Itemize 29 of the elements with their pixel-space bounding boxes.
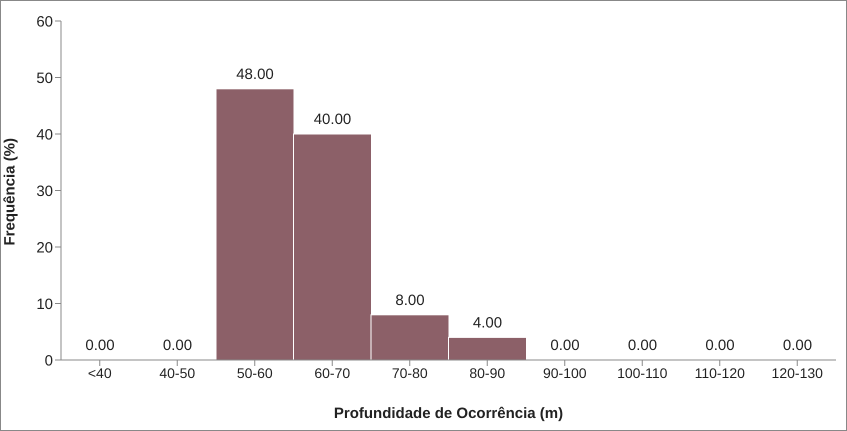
data-label: 0.00 [705, 337, 735, 354]
y-tick-label: 60 [36, 13, 53, 30]
x-tick-label: <40 [88, 364, 112, 381]
x-tick-label: 100-110 [617, 364, 668, 381]
data-label: 0.00 [162, 337, 192, 354]
x-tick-label: 70-80 [392, 364, 428, 381]
x-tick-label: 120-130 [772, 364, 824, 381]
y-tick-label: 40 [36, 126, 53, 144]
data-label: 0.00 [782, 337, 812, 354]
y-tick-label: 10 [36, 296, 53, 313]
data-label: 40.00 [314, 111, 352, 128]
y-tick-label: 30 [36, 182, 53, 200]
data-label: 0.00 [550, 337, 580, 354]
x-tick-label: 90-100 [542, 364, 587, 381]
data-label: 0.00 [85, 337, 115, 354]
x-tick-label: 50-60 [236, 364, 273, 381]
y-tick-label: 50 [36, 70, 53, 87]
x-axis-title: Profundidade de Ocorrência (m) [334, 405, 564, 422]
data-label: 0.00 [628, 337, 658, 354]
x-tick-label: 60-70 [314, 364, 350, 381]
data-label: 48.00 [236, 66, 274, 83]
data-label: 8.00 [395, 292, 425, 309]
y-tick-label: 0 [44, 352, 53, 370]
x-tick-label: 40-50 [159, 364, 196, 381]
x-tick-label: 80-90 [469, 364, 506, 381]
x-tick-label: 110-120 [694, 364, 746, 381]
y-axis-title: Frequência (%) [1, 138, 18, 246]
data-label: 4.00 [472, 314, 502, 332]
y-tick-label: 20 [36, 239, 53, 256]
